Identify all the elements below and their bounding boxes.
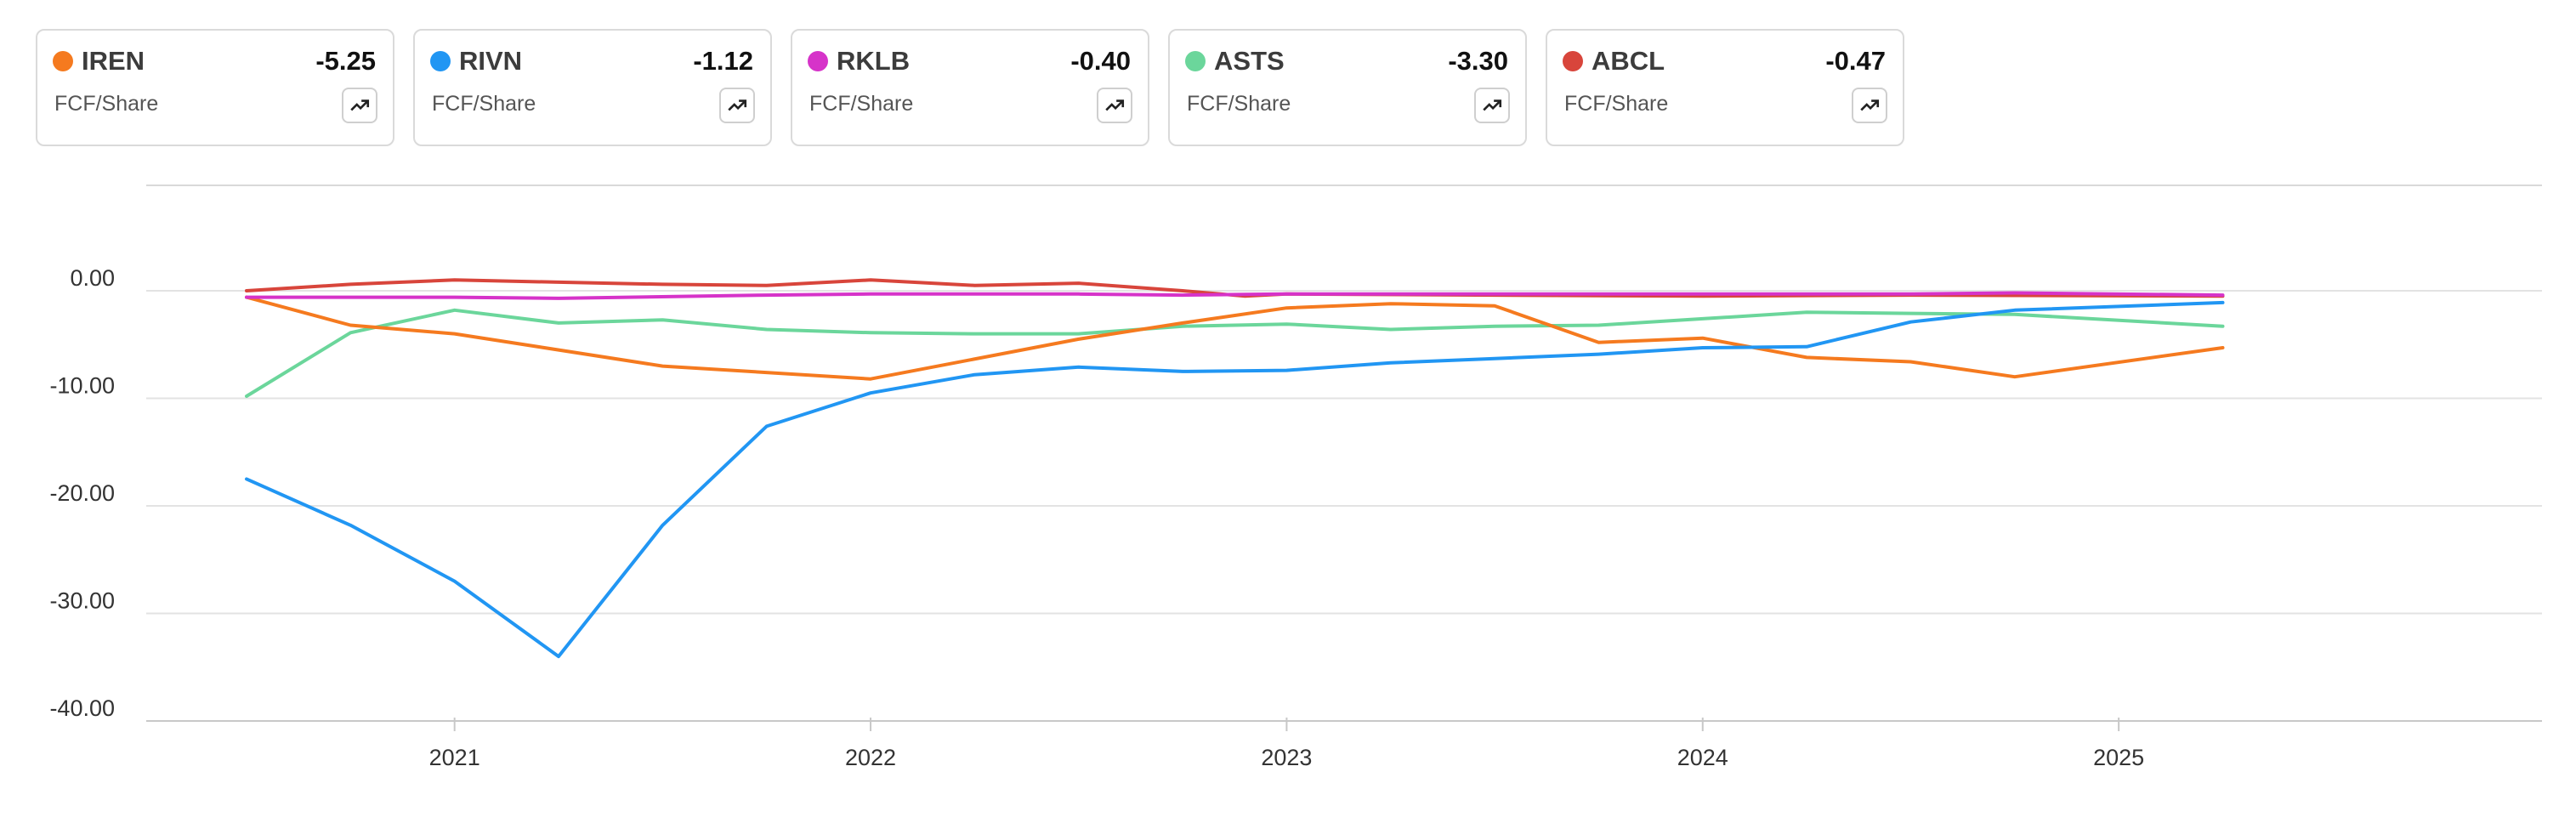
y-axis: 0.00 -10.00 -20.00 -30.00 -40.00 (49, 265, 115, 721)
legend-card-abcl[interactable]: ABCL -0.47 FCF/Share (1546, 29, 1904, 146)
x-tick-label: 2021 (429, 745, 480, 770)
series-color-dot (1185, 51, 1206, 71)
legend-card-rivn[interactable]: RIVN -1.12 FCF/Share (413, 29, 772, 146)
metric-label: FCF/Share (1187, 92, 1291, 116)
legend-card-rklb[interactable]: RKLB -0.40 FCF/Share (791, 29, 1149, 146)
legend: IREN -5.25 FCF/Share RIVN -1.12 FCF/Shar… (36, 29, 1904, 146)
metric-label: FCF/Share (54, 92, 159, 116)
series-line-rivn (245, 300, 2225, 659)
series-color-dot (1563, 51, 1583, 71)
y-tick-label: -40.00 (49, 695, 115, 721)
metric-label: FCF/Share (809, 92, 914, 116)
trend-chart-button[interactable] (1097, 88, 1132, 123)
trending-up-icon (1105, 99, 1125, 111)
series-color-dot (53, 51, 73, 71)
trend-chart-button[interactable] (1474, 88, 1510, 123)
ticker-label: RKLB (837, 46, 911, 76)
gridlines (146, 184, 2542, 722)
y-tick-label: 0.00 (70, 265, 115, 291)
series-line-iren (245, 295, 2225, 381)
x-tick-label: 2022 (845, 745, 896, 770)
trend-chart-button[interactable] (719, 88, 755, 123)
ticker-value: -0.40 (1070, 46, 1131, 76)
fcf-per-share-line-chart: 0.00-10.00-20.00-30.00-40.00 2021 2022 202… (49, 184, 2542, 770)
x-tick-label: 2024 (1677, 745, 1728, 770)
ticker-value: -1.12 (693, 46, 753, 76)
trending-up-icon (1860, 99, 1880, 111)
trend-chart-button[interactable] (1852, 88, 1887, 123)
metric-label: FCF/Share (432, 92, 536, 116)
y-tick-label: -10.00 (49, 373, 115, 399)
x-axis: 2021 2022 2023 2024 2025 (429, 718, 2144, 770)
metric-label: FCF/Share (1564, 92, 1669, 116)
x-tick-label: 2025 (2093, 745, 2144, 770)
y-tick-label: -30.00 (49, 588, 115, 614)
y-tick-label: -20.00 (49, 480, 115, 506)
ticker-label: ABCL (1592, 46, 1665, 76)
trending-up-icon (728, 99, 747, 111)
series-lines (245, 278, 2225, 659)
legend-card-iren[interactable]: IREN -5.25 FCF/Share (36, 29, 394, 146)
series-color-dot (808, 51, 828, 71)
trending-up-icon (1483, 99, 1502, 111)
ticker-value: -3.30 (1448, 46, 1508, 76)
legend-card-asts[interactable]: ASTS -3.30 FCF/Share (1168, 29, 1527, 146)
series-line-rklb (245, 291, 2225, 300)
x-tick-label: 2023 (1261, 745, 1312, 770)
ticker-value: -5.25 (315, 46, 376, 76)
ticker-label: ASTS (1214, 46, 1285, 76)
ticker-label: IREN (82, 46, 145, 76)
ticker-value: -0.47 (1825, 46, 1886, 76)
trending-up-icon (350, 99, 370, 111)
series-color-dot (430, 51, 451, 71)
ticker-label: RIVN (459, 46, 523, 76)
trend-chart-button[interactable] (342, 88, 377, 123)
series-line-asts (245, 308, 2225, 398)
